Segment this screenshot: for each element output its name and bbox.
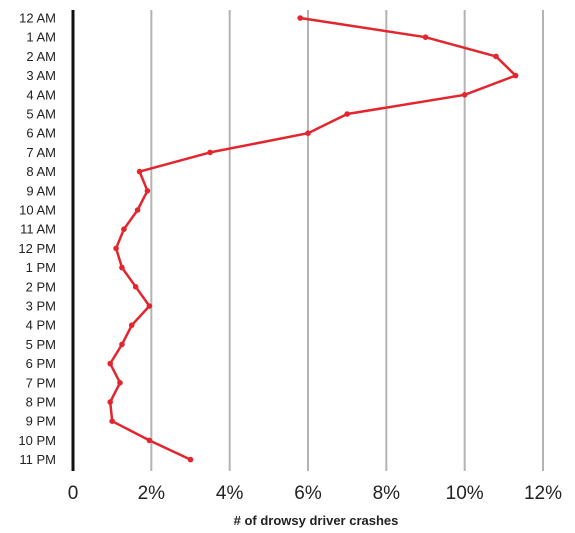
x-tick-label: 12% — [524, 483, 562, 504]
data-point — [297, 15, 303, 21]
series-line — [108, 16, 517, 461]
y-tick-label: 9 AM — [26, 183, 56, 198]
y-tick-label: 9 PM — [26, 414, 56, 429]
y-tick-label: 4 AM — [26, 87, 56, 102]
data-point — [107, 360, 114, 367]
x-axis-title: # of drowsy driver crashes — [234, 513, 399, 528]
series-line-group — [107, 15, 519, 463]
data-point — [113, 245, 119, 252]
y-tick-label: 1 PM — [26, 260, 56, 275]
data-point — [305, 130, 311, 136]
y-tick-label: 10 PM — [18, 433, 56, 448]
data-point — [117, 380, 123, 386]
y-tick-label: 1 AM — [26, 30, 56, 45]
data-point — [461, 92, 468, 98]
y-category-labels: 12 AM 1 AM 2 AM 3 AM 4 AM 5 AM 6 AM 7 AM 8 AM 9 A… — [18, 11, 56, 468]
y-tick-label: 2 AM — [26, 49, 56, 64]
data-point — [107, 399, 114, 405]
y-tick-label: 3 AM — [26, 68, 56, 83]
y-tick-label: 10 AM — [19, 203, 56, 218]
y-tick-label: 8 PM — [26, 395, 56, 410]
x-tick-label: 10% — [446, 483, 484, 504]
data-point — [146, 303, 153, 309]
y-tick-label: 6 PM — [26, 356, 56, 371]
data-point — [422, 34, 429, 40]
data-point — [493, 53, 499, 60]
data-point — [136, 168, 143, 175]
y-tick-label: 6 AM — [26, 126, 56, 141]
y-tick-label: 4 PM — [26, 318, 56, 333]
x-tick-labels: 0 2% 4% 6% 8% 10% 12% — [68, 483, 562, 504]
data-point — [512, 72, 519, 79]
data-point — [134, 207, 141, 213]
data-point — [187, 456, 194, 463]
x-tick-label: 0 — [68, 483, 79, 504]
data-point — [132, 284, 139, 290]
y-tick-label: 8 AM — [26, 164, 56, 179]
x-tick-label: 2% — [138, 483, 166, 504]
data-point — [121, 226, 127, 232]
data-point — [146, 437, 153, 444]
y-tick-label: 12 PM — [18, 241, 56, 256]
y-tick-label: 11 AM — [20, 222, 56, 237]
gridlines — [150, 10, 544, 471]
y-tick-label: 7 AM — [26, 145, 56, 160]
data-point — [144, 188, 151, 194]
y-tick-label: 7 PM — [26, 375, 56, 390]
y-tick-label: 11 PM — [19, 452, 56, 467]
x-tick-label: 6% — [294, 483, 322, 504]
y-tick-label: 5 PM — [26, 337, 56, 352]
data-point — [344, 111, 350, 117]
data-point — [119, 341, 125, 348]
data-point — [128, 322, 135, 329]
y-tick-label: 12 AM — [19, 11, 56, 26]
data-point — [109, 418, 115, 425]
data-point — [207, 149, 213, 156]
data-point — [119, 264, 125, 271]
y-tick-label: 3 PM — [26, 299, 56, 314]
y-tick-label: 2 PM — [26, 279, 56, 294]
x-tick-label: 4% — [216, 483, 244, 504]
y-tick-label: 5 AM — [26, 107, 56, 122]
x-tick-label: 8% — [373, 483, 401, 504]
